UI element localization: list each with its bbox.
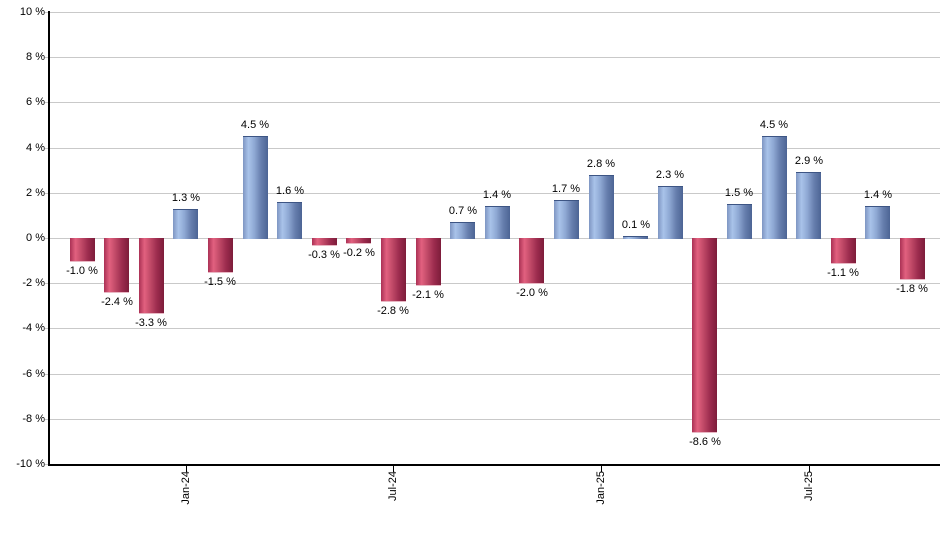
bar-value-label: -3.3 % [135,317,167,329]
bar-value-label: 0.1 % [621,219,651,231]
y-tick-label: -6 % [22,368,45,380]
bar-value-label: 1.6 % [275,185,305,197]
y-tick-label: 6 % [26,96,45,108]
bar [623,236,648,239]
y-gridline [45,193,940,194]
x-tick [186,466,187,472]
bar [346,238,371,244]
bar-value-label: -1.1 % [827,267,859,279]
bar-value-label: 1.3 % [171,192,201,204]
bar [70,238,95,262]
bar [243,136,268,239]
bar [658,186,683,239]
bar [900,238,925,280]
bar [139,238,164,314]
bar [796,172,821,239]
bar-value-label: -2.0 % [516,287,548,299]
bar-value-label: -8.6 % [689,436,721,448]
y-gridline [45,419,940,420]
bar-value-label: 1.4 % [482,189,512,201]
bar-value-label: 1.7 % [551,183,581,195]
bar [277,202,302,239]
y-tick-label: 2 % [26,187,45,199]
y-tick-label: -4 % [22,322,45,334]
x-tick-label: Jul-25 [803,471,815,501]
bar [589,175,614,239]
bar [381,238,406,302]
bar [727,204,752,239]
y-tick-label: -10 % [16,458,45,470]
bar [173,209,198,239]
bar-value-label: 4.5 % [240,119,270,131]
bar-value-label: 2.3 % [655,169,685,181]
bar [485,206,510,239]
bar [554,200,579,239]
y-gridline [45,148,940,149]
bar [416,238,441,286]
y-tick-label: -2 % [22,277,45,289]
bar-value-label: 2.9 % [794,155,824,167]
bar [519,238,544,284]
y-gridline [45,102,940,103]
bar [831,238,856,264]
x-tick [809,466,810,472]
x-axis-line [48,464,940,466]
bar [692,238,717,433]
bar-value-label: -1.5 % [204,276,236,288]
y-tick-label: 0 % [26,232,45,244]
y-gridline [45,283,940,284]
y-gridline [45,57,940,58]
bar [312,238,337,246]
bar-value-label: -2.1 % [412,289,444,301]
x-tick [601,466,602,472]
bar [450,222,475,239]
x-tick-label: Jan-25 [595,471,607,505]
bar-value-label: -1.0 % [66,265,98,277]
bar [104,238,129,293]
y-tick-label: 10 % [19,6,45,18]
bar [865,206,890,239]
y-gridline [45,374,940,375]
bar-value-label: 0.7 % [448,205,478,217]
y-tick-label: 8 % [26,51,45,63]
bar-value-label: 1.4 % [863,189,893,201]
bar-value-label: -2.4 % [101,296,133,308]
x-tick-label: Jul-24 [387,471,399,501]
bar-value-label: -2.8 % [377,305,409,317]
bar [762,136,787,239]
x-tick-label: Jan-24 [180,471,192,505]
bar-value-label: 1.5 % [724,187,754,199]
x-tick [393,466,394,472]
y-axis-line [48,11,50,466]
bar-value-label: -1.8 % [896,283,928,295]
y-tick-label: -8 % [22,413,45,425]
bar-value-label: 4.5 % [759,119,789,131]
bar-value-label: -0.3 % [308,249,340,261]
bar-value-label: -0.2 % [343,247,375,259]
bar-value-label: 2.8 % [586,158,616,170]
y-gridline [45,12,940,13]
y-gridline [45,328,940,329]
bar [208,238,233,273]
y-tick-label: 4 % [26,142,45,154]
